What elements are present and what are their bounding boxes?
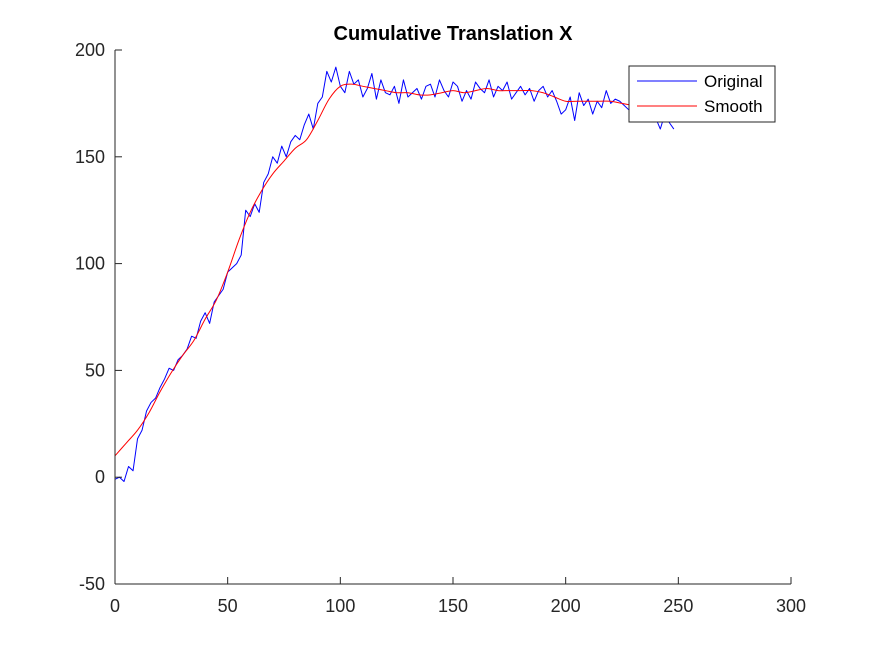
x-tick-label: 100 <box>325 596 355 616</box>
plot-area: 0 50 100 150 200 250 300-50050100150200Origina… <box>75 40 806 616</box>
y-tick-label: 100 <box>75 254 105 274</box>
y-tick-label: 50 <box>85 360 105 380</box>
series-line-original <box>115 66 675 482</box>
legend-box <box>628 65 776 123</box>
x-tick-label: 300 <box>776 596 806 616</box>
y-tick-label: 150 <box>75 147 105 167</box>
legend: Original Smooth <box>628 65 776 123</box>
chart-title: Cumulative Translation X <box>334 23 574 45</box>
x-tick-label: 250 <box>663 596 693 616</box>
legend-label-original: Original <box>704 72 763 91</box>
y-tick-label: 200 <box>75 40 105 60</box>
x-tick-label: 200 <box>551 596 581 616</box>
legend-label-smooth: Smooth <box>704 97 763 116</box>
x-tick-label: 0 <box>110 596 120 616</box>
y-tick-label: -50 <box>79 574 105 594</box>
x-tick-label: 150 <box>438 596 468 616</box>
x-tick-label: 50 <box>218 596 238 616</box>
y-tick-label: 0 <box>95 467 105 487</box>
series-group <box>115 66 679 482</box>
axes-background <box>115 50 791 584</box>
series-line-smooth <box>115 83 679 457</box>
